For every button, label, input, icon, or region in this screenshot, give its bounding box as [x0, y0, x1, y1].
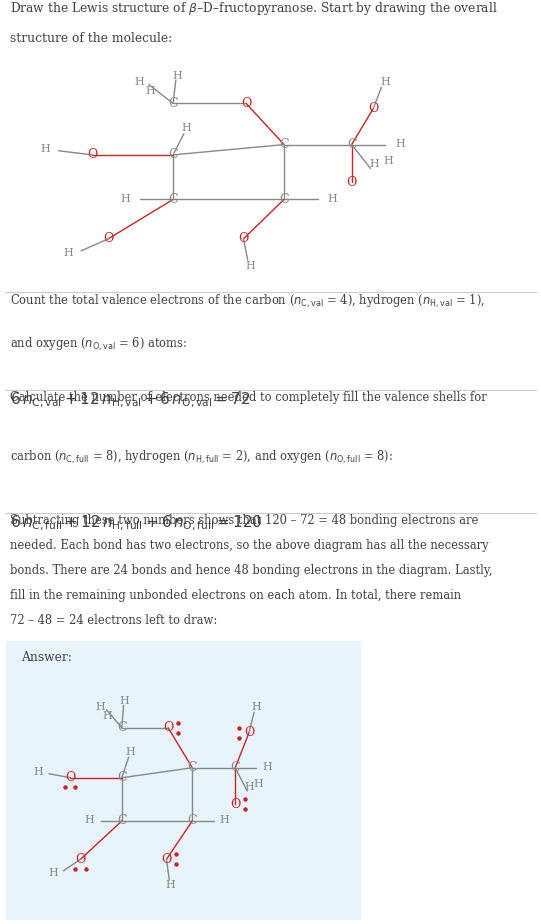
Text: C: C: [168, 193, 178, 206]
Text: O: O: [161, 853, 171, 866]
Text: O: O: [241, 97, 252, 110]
Text: H: H: [96, 702, 105, 712]
Text: C: C: [168, 97, 178, 110]
Text: structure of the molecule:: structure of the molecule:: [10, 32, 172, 45]
Text: O: O: [75, 853, 86, 866]
Text: C: C: [117, 772, 127, 784]
Text: O: O: [65, 772, 76, 784]
Text: O: O: [87, 149, 97, 162]
Text: H: H: [120, 697, 129, 706]
Text: H: H: [173, 71, 182, 81]
Text: Count the total valence electrons of the carbon ($n_{\mathrm{C,val}}$ = 4), hydr: Count the total valence electrons of the…: [10, 293, 485, 310]
Text: O: O: [163, 722, 174, 735]
Text: 72 – 48 = 24 electrons left to draw:: 72 – 48 = 24 electrons left to draw:: [10, 614, 217, 626]
Text: C: C: [347, 138, 357, 151]
Text: H: H: [146, 87, 155, 96]
Text: C: C: [168, 149, 178, 162]
Text: H: H: [395, 139, 405, 149]
Text: H: H: [120, 194, 130, 204]
Text: H: H: [84, 815, 94, 825]
Text: C: C: [187, 761, 197, 774]
Text: H: H: [40, 144, 50, 153]
Text: H: H: [182, 123, 192, 133]
Text: O: O: [244, 726, 254, 739]
Text: H: H: [166, 881, 175, 890]
Text: H: H: [384, 156, 393, 166]
Text: Draw the Lewis structure of $\mathit{\beta}$–D–fructopyranose. Start by drawing : Draw the Lewis structure of $\mathit{\be…: [10, 0, 497, 17]
Text: H: H: [63, 249, 73, 258]
Text: C: C: [117, 814, 127, 828]
Text: Calculate the number of electrons needed to completely fill the valence shells f: Calculate the number of electrons needed…: [10, 391, 486, 404]
Text: carbon ($n_{\mathrm{C,full}}$ = 8), hydrogen ($n_{\mathrm{H,full}}$ = 2), and ox: carbon ($n_{\mathrm{C,full}}$ = 8), hydr…: [10, 449, 393, 467]
Text: H: H: [34, 767, 43, 777]
Text: H: H: [245, 782, 254, 792]
Text: C: C: [187, 814, 197, 828]
Text: C: C: [279, 193, 289, 206]
Text: O: O: [230, 797, 240, 811]
Text: H: H: [327, 194, 337, 204]
Text: H: H: [254, 779, 263, 789]
Text: fill in the remaining unbonded electrons on each atom. In total, there remain: fill in the remaining unbonded electrons…: [10, 589, 461, 602]
Text: needed. Each bond has two electrons, so the above diagram has all the necessary: needed. Each bond has two electrons, so …: [10, 539, 489, 552]
Text: Subtracting these two numbers shows that 120 – 72 = 48 bonding electrons are: Subtracting these two numbers shows that…: [10, 514, 478, 527]
Text: C: C: [117, 722, 127, 735]
Text: O: O: [346, 176, 357, 188]
Text: H: H: [103, 711, 113, 722]
Text: H: H: [252, 702, 261, 711]
Text: H: H: [263, 762, 273, 772]
Text: H: H: [126, 747, 135, 757]
Text: O: O: [238, 232, 249, 246]
Text: $6\,n_{\mathrm{C,full}} + 12\,n_{\mathrm{H,full}} + 6\,n_{\mathrm{O,full}} = 120: $6\,n_{\mathrm{C,full}} + 12\,n_{\mathrm…: [10, 514, 262, 533]
Text: and oxygen ($n_{\mathrm{O,val}}$ = 6) atoms:: and oxygen ($n_{\mathrm{O,val}}$ = 6) at…: [10, 335, 187, 353]
Text: C: C: [230, 761, 240, 774]
Text: H: H: [380, 77, 390, 87]
Text: H: H: [370, 160, 379, 169]
Text: H: H: [49, 869, 58, 878]
Text: O: O: [103, 232, 114, 246]
Text: H: H: [135, 78, 144, 87]
Text: $6\,n_{\mathrm{C,val}} + 12\,n_{\mathrm{H,val}} + 6\,n_{\mathrm{O,val}} = 72$: $6\,n_{\mathrm{C,val}} + 12\,n_{\mathrm{…: [10, 391, 250, 410]
Text: H: H: [245, 261, 255, 271]
Text: bonds. There are 24 bonds and hence 48 bonding electrons in the diagram. Lastly,: bonds. There are 24 bonds and hence 48 b…: [10, 564, 492, 577]
Text: H: H: [220, 815, 229, 825]
Text: Answer:: Answer:: [21, 650, 71, 663]
FancyBboxPatch shape: [0, 636, 368, 924]
Text: O: O: [368, 102, 379, 116]
Text: C: C: [279, 138, 289, 151]
